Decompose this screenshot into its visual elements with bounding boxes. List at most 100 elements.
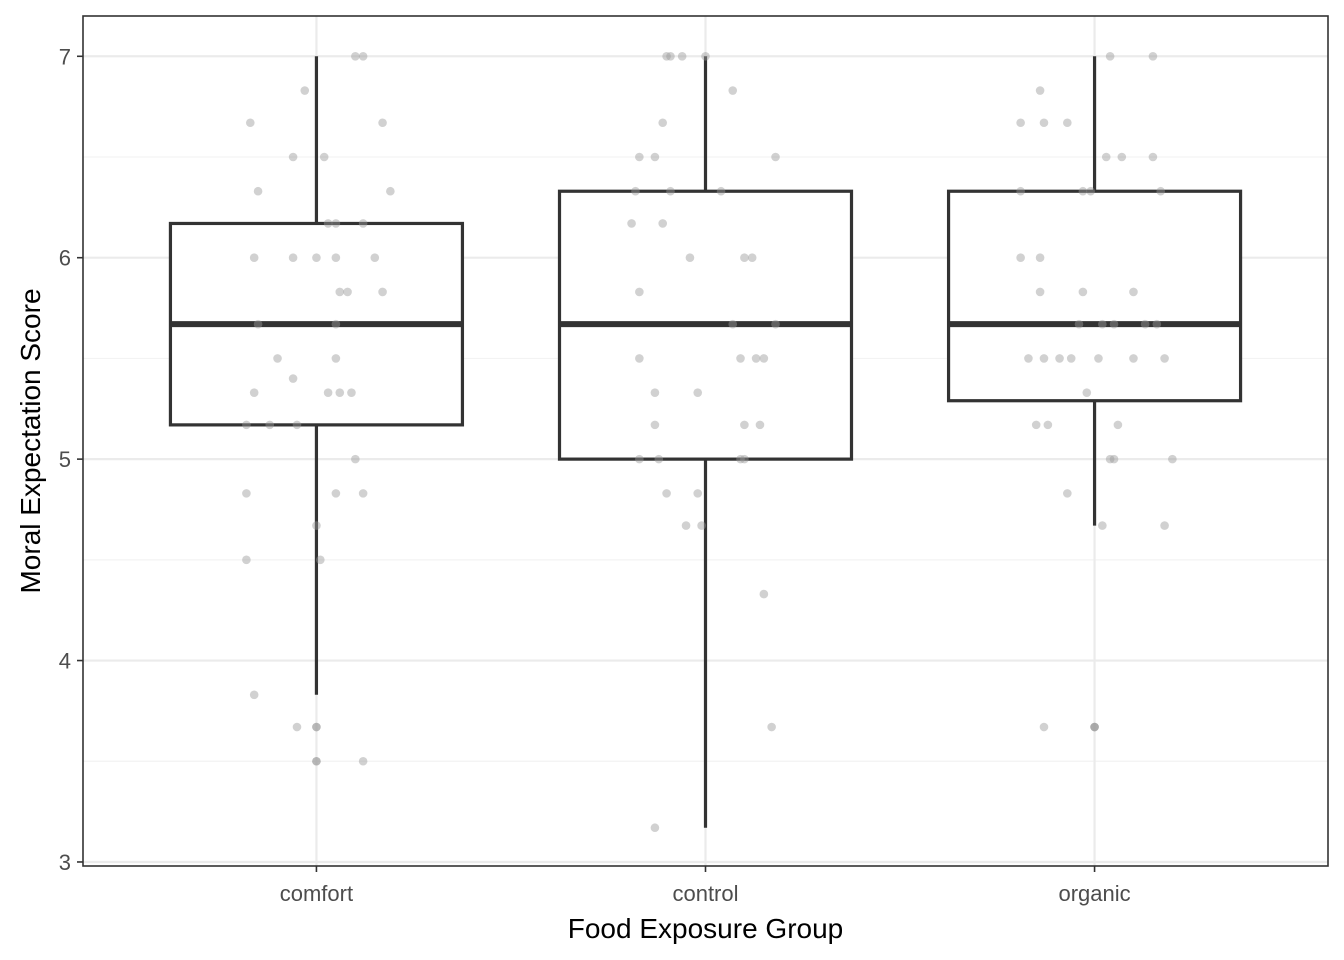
data-point [1039,722,1049,732]
data-point [767,722,776,732]
data-point [728,86,738,95]
data-point [716,186,726,196]
data-point [253,186,263,196]
data-point [1090,722,1099,732]
data-point [728,319,738,329]
y-tick-label: 3 [59,850,71,875]
data-point [736,454,745,464]
data-point [1016,253,1025,263]
data-point [331,354,341,363]
data-point [1109,454,1119,464]
box-iqr [946,189,1243,403]
x-tick-label-organic: organic [1058,881,1130,906]
y-tick-label: 6 [59,246,71,271]
axes: 3 4 5 6 7 comfort control organic [59,44,1131,906]
data-point [1109,319,1119,329]
data-point [347,388,356,397]
data-point [358,489,368,498]
data-point [654,454,664,464]
data-point [740,420,749,430]
data-point [1117,152,1127,162]
data-point [1043,420,1053,430]
data-point [693,388,703,397]
data-point [627,219,636,228]
data-point [751,354,761,363]
data-point [681,521,691,530]
data-point [635,454,644,464]
data-point [335,388,345,397]
data-point [1098,521,1107,530]
data-point [1160,354,1169,363]
data-point [288,152,298,162]
data-point [378,287,387,297]
x-axis-title: Food Exposure Group [568,913,844,944]
data-point [635,287,644,297]
data-point [1168,454,1177,464]
data-point [1105,454,1115,464]
data-point [658,219,668,228]
data-point [666,186,675,196]
data-point [1063,489,1072,498]
data-point [635,354,644,363]
data-point [740,253,749,263]
data-point [662,51,671,61]
data-point [358,219,368,228]
data-point [1082,388,1092,397]
data-point [331,253,341,263]
data-point [386,186,395,196]
data-point [1035,86,1045,95]
data-point [1035,253,1045,263]
y-tick-label: 5 [59,447,71,472]
data-point [755,420,765,430]
data-point [1078,186,1088,196]
data-point [1105,51,1115,61]
data-point [771,152,780,162]
data-point [312,253,321,263]
data-point [1152,319,1162,329]
data-point [635,152,644,162]
data-point [312,756,321,766]
data-point [740,454,749,464]
data-point [242,555,251,565]
data-point [273,354,282,363]
data-point [1078,287,1088,297]
data-point [335,287,345,297]
data-point [1098,319,1107,329]
data-point [316,555,325,565]
data-point [1101,152,1111,162]
data-point [666,51,675,61]
data-point [1129,287,1138,297]
data-point [1016,118,1025,128]
data-point [1074,319,1084,329]
data-point [650,420,660,430]
boxes [168,56,1243,828]
y-tick-label: 4 [59,649,71,674]
data-point [631,186,640,196]
x-tick-label-comfort: comfort [280,881,353,906]
data-point [370,253,380,263]
data-point [288,253,298,263]
data-point [288,374,298,383]
data-point [747,253,757,263]
data-point [650,823,660,833]
data-point [736,354,745,363]
data-point [319,152,329,162]
data-point [312,722,321,732]
data-point [1066,354,1076,363]
data-point [1160,521,1169,530]
data-point [323,388,333,397]
x-tick-label-control: control [672,881,738,906]
data-point [1094,354,1103,363]
data-point [759,354,769,363]
data-point [292,722,302,732]
y-tick-label: 7 [59,44,71,69]
data-point [1129,354,1138,363]
data-point [358,51,368,61]
data-point [1113,420,1123,430]
box-control [557,56,854,828]
data-point [312,756,321,766]
data-point [378,118,387,128]
data-point [1090,722,1099,732]
data-point [245,118,255,128]
